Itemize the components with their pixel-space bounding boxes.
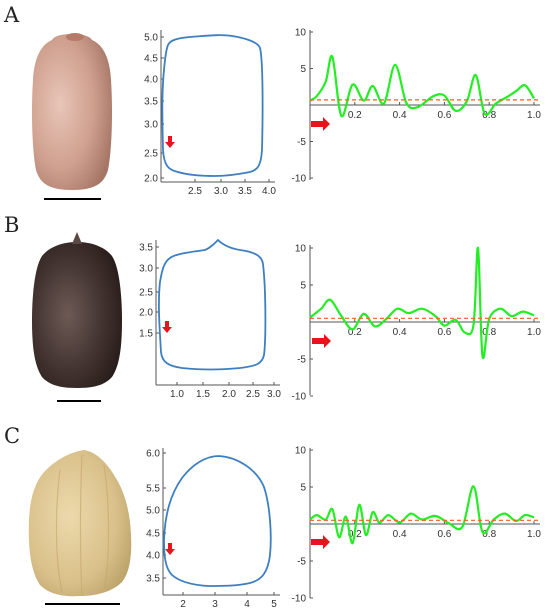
y-tick-label: 6.0 [146, 449, 160, 460]
red-down-arrow [165, 136, 175, 148]
seed-tip [72, 232, 82, 244]
panel-c: C 2 3 4 53.54.04.55.05.56.0 105-5-100.2 0.4 0… [4, 424, 541, 609]
x-tick-label: 1.5 [196, 389, 210, 400]
panel-label: B [4, 213, 19, 237]
y-tick-label: 10 [295, 244, 307, 255]
y-tick-label: 5 [300, 483, 306, 494]
y-tick-label: 3.0 [139, 264, 153, 275]
x-tick-label: 3.0 [267, 389, 281, 400]
x-tick-label: 2.0 [222, 389, 236, 400]
x-tick-label: 3 [212, 599, 218, 609]
y-tick-label: -5 [297, 355, 306, 366]
panel-a: A 2.5 3.0 3.5 4.0 2.0 2.5 3.0 3.5 4.0 4.5 5.0 10 5 -… [3, 3, 542, 200]
y-tick-label: -5 [297, 137, 306, 148]
y-tick-label: 2.5 [144, 149, 158, 160]
x-tick-label: 1.0 [527, 529, 541, 540]
signal-curve [309, 485, 535, 545]
y-tick-label: 3.0 [144, 120, 158, 131]
panel-b: B 1.0 1.5 2.0 2.5 3.0 1.5 2.0 2.5 3.0 3.5 10 5 -5 -1… [4, 213, 541, 403]
seed-image [32, 34, 112, 190]
x-tick-label: 0.4 [393, 327, 407, 338]
y-tick-label: 5 [300, 64, 306, 75]
signal-curve [309, 246, 535, 360]
panel-label: C [4, 424, 20, 448]
x-tick-label: 0.8 [482, 110, 496, 121]
y-tick-label: 10 [295, 446, 307, 457]
seed-outline [161, 34, 264, 177]
x-tick-label: 2 [180, 599, 186, 609]
y-tick-label: 5.5 [146, 484, 160, 495]
y-tick-label: 2.5 [139, 288, 153, 299]
x-tick-label: 1.0 [527, 110, 541, 121]
red-right-arrow [311, 535, 330, 549]
red-right-arrow [311, 117, 330, 131]
x-tick-label: 1.0 [527, 327, 541, 338]
y-tick-label: 4.0 [144, 75, 158, 86]
red-down-arrow [162, 321, 172, 333]
y-tick-label: 10 [295, 28, 307, 39]
x-tick-label: 2.5 [188, 186, 202, 197]
x-tick-label: 0.6 [437, 110, 451, 121]
x-tick-label: 0.6 [437, 327, 451, 338]
y-tick-label: -10 [292, 174, 307, 185]
x-tick-label: 2.5 [246, 389, 260, 400]
y-tick-label: 5.0 [146, 506, 160, 517]
seed-outline [163, 455, 272, 587]
signal-plot: 105-5-100.2 0.4 0.6 0.8 1.0 [292, 446, 542, 605]
seed-tip [66, 33, 84, 41]
y-tick-label: -10 [292, 594, 307, 605]
outline-plot: 2 3 4 5 3.5 4.0 4.5 5.0 5.5 6.0 [146, 448, 280, 609]
outline-plot: 1.0 1.5 2.0 2.5 3.0 1.5 2.0 2.5 3.0 3.5 [139, 238, 281, 400]
x-tick-label: 0.4 [393, 529, 407, 540]
x-tick-label: 0.2 [348, 327, 362, 338]
x-tick-label: 0.8 [482, 327, 496, 338]
x-tick-label: 3.5 [238, 186, 252, 197]
signal-plot: 10 5 -5 -10 0.2 0.4 0.6 0.8 1.0 [292, 244, 542, 403]
x-tick-label: 3.0 [214, 186, 228, 197]
y-tick-label: 4.5 [144, 54, 158, 65]
y-tick-label: 1.5 [139, 329, 153, 340]
panel-label: A [3, 3, 20, 27]
y-tick-label: 2.0 [139, 308, 153, 319]
y-tick-label: 3.5 [144, 97, 158, 108]
x-tick-label: 0.2 [348, 110, 362, 121]
red-right-arrow [312, 334, 331, 348]
x-tick-label: 0.4 [393, 110, 407, 121]
x-tick-label: 5 [271, 599, 277, 609]
x-tick-label: 0.6 [437, 529, 451, 540]
y-tick-label: -5 [297, 557, 306, 568]
seed-image [32, 242, 122, 388]
y-tick-label: 4.5 [146, 529, 160, 540]
x-tick-label: 4.0 [262, 186, 276, 197]
x-tick-label: 1.0 [170, 389, 184, 400]
outline-plot: 2.5 3.0 3.5 4.0 2.0 2.5 3.0 3.5 4.0 4.5 5.0 [144, 30, 276, 197]
y-tick-label: 5 [300, 281, 306, 292]
y-tick-label: 4.0 [146, 551, 160, 562]
y-tick-label: 5.0 [144, 33, 158, 44]
seed-outline [158, 238, 267, 371]
red-down-arrow [165, 543, 175, 555]
y-tick-label: 3.5 [139, 243, 153, 254]
y-tick-label: -10 [292, 392, 307, 403]
signal-curve [309, 54, 535, 118]
x-tick-label: 4 [244, 599, 250, 609]
y-tick-label: 3.5 [146, 574, 160, 585]
x-tick-label: 0.8 [482, 529, 496, 540]
seed-texture [55, 454, 110, 596]
y-tick-label: 2.0 [144, 174, 158, 185]
signal-plot: 10 5 -5 -10 0.2 0.4 0.6 0.8 1.0 [292, 28, 542, 185]
